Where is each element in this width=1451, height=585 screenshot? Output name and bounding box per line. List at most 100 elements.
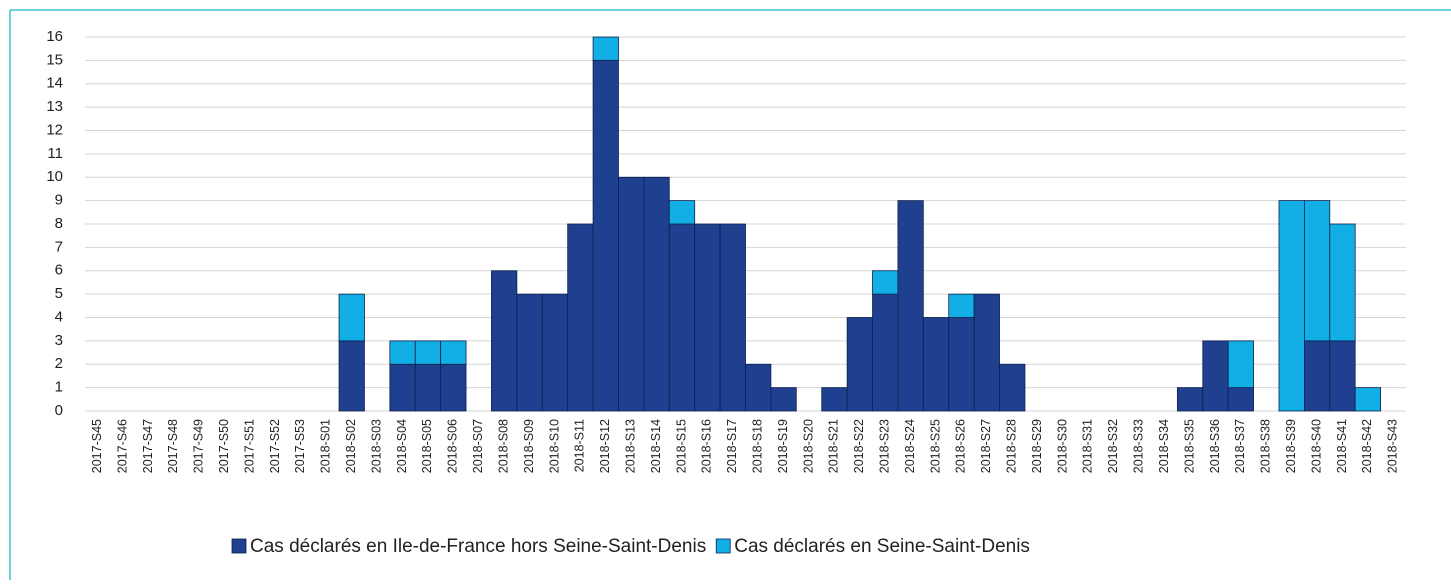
y-tick-label: 15 (46, 51, 63, 68)
y-tick-label: 1 (55, 379, 63, 396)
bar-segment (389, 340, 416, 365)
bar-segment (414, 363, 442, 412)
x-tick-label: 2017-S53 (293, 419, 307, 473)
bar-segment (948, 293, 975, 318)
bar-segment (1176, 387, 1204, 412)
y-tick-label: 9 (55, 192, 63, 209)
bar-segment (1329, 340, 1356, 412)
x-tick-label: 2018-S34 (1157, 419, 1171, 473)
y-tick-label: 4 (55, 308, 63, 325)
x-tick-label: 2018-S02 (344, 419, 358, 473)
x-tick-label: 2018-S14 (649, 419, 663, 473)
x-tick-label: 2018-S08 (496, 419, 510, 473)
bar-segment (1354, 387, 1381, 412)
x-tick-label: 2017-S45 (90, 419, 104, 473)
bar-segment (491, 270, 518, 412)
bar-segment (440, 340, 467, 365)
bar-segment (668, 223, 696, 412)
x-tick-label: 2018-S10 (547, 419, 561, 473)
x-tick-label: 2018-S40 (1309, 419, 1323, 473)
legend-label: Cas déclarés en Ile-de-France hors Seine… (250, 536, 706, 557)
x-tick-label: 2018-S39 (1284, 419, 1298, 473)
x-tick-label: 2018-S35 (1182, 419, 1196, 473)
bar-segment (1329, 223, 1356, 342)
bar-segment (694, 223, 721, 412)
y-tick-label: 13 (46, 98, 63, 115)
bar-segment (1303, 340, 1331, 412)
bar-segment (1227, 387, 1254, 412)
y-tick-label: 14 (46, 75, 63, 92)
x-tick-label: 2018-S15 (674, 419, 688, 473)
x-tick-label: 2018-S43 (1386, 419, 1400, 473)
y-tick-label: 12 (46, 121, 63, 138)
x-tick-label: 2018-S31 (1081, 419, 1095, 473)
bar-segment (872, 270, 899, 295)
x-tick-label: 2018-S28 (1005, 419, 1019, 473)
x-tick-label: 2018-S26 (954, 419, 968, 473)
y-tick-label: 0 (55, 402, 63, 419)
x-tick-label: 2018-S29 (1030, 419, 1044, 473)
x-tick-label: 2017-S50 (217, 419, 231, 473)
x-tick-label: 2018-S11 (573, 419, 587, 472)
x-tick-label: 2018-S25 (928, 419, 942, 473)
bar-segment (618, 176, 645, 412)
y-tick-label: 6 (55, 262, 63, 279)
bar-segment (1227, 340, 1254, 389)
x-tick-label: 2017-S46 (115, 419, 129, 473)
bar-segment (948, 317, 975, 412)
bar-segment (770, 387, 797, 412)
x-tick-label: 2018-S23 (878, 419, 892, 473)
bar-segment (567, 223, 594, 412)
legend-swatch (715, 538, 731, 554)
x-tick-label: 2018-S03 (369, 419, 383, 473)
bar-segment (846, 317, 873, 412)
x-tick-label: 2018-S17 (725, 419, 739, 473)
x-tick-label: 2018-S22 (852, 419, 866, 473)
x-tick-label: 2018-S13 (623, 419, 637, 473)
x-tick-label: 2018-S41 (1335, 419, 1349, 473)
x-tick-label: 2018-S07 (471, 419, 485, 473)
bar-segment (338, 293, 365, 342)
x-tick-label: 2018-S42 (1360, 419, 1374, 473)
bar-segment (1278, 200, 1305, 412)
x-tick-label: 2017-S48 (166, 419, 180, 473)
bar-segment (592, 36, 619, 61)
x-tick-label: 2018-S01 (319, 419, 333, 473)
y-tick-label: 11 (47, 145, 63, 162)
y-tick-label: 2 (55, 355, 63, 372)
x-tick-label: 2018-S06 (446, 419, 460, 473)
x-tick-label: 2018-S16 (700, 419, 714, 473)
x-tick-label: 2018-S18 (750, 419, 764, 473)
bar-segment (592, 59, 619, 412)
bar-segment (1202, 340, 1229, 412)
x-tick-label: 2018-S27 (979, 419, 993, 473)
bar-segment (821, 387, 848, 412)
bar-segment (643, 176, 670, 412)
y-tick-label: 5 (55, 285, 63, 302)
bar-segment (516, 293, 543, 412)
bar-segment (973, 293, 1000, 412)
bar-segment (414, 340, 442, 365)
bar-segment (1303, 200, 1331, 342)
x-tick-label: 2018-S21 (827, 419, 841, 473)
x-tick-label: 2017-S51 (242, 419, 256, 473)
y-tick-label: 16 (46, 28, 63, 45)
x-tick-label: 2018-S19 (776, 419, 790, 473)
bar-segment (338, 340, 365, 412)
legend-swatch (231, 538, 247, 554)
bar-segment (745, 363, 772, 412)
x-tick-label: 2018-S32 (1106, 419, 1120, 473)
x-tick-label: 2017-S47 (141, 419, 155, 473)
x-tick-label: 2018-S36 (1208, 419, 1222, 473)
y-tick-label: 3 (55, 332, 63, 349)
bar-segment (872, 293, 899, 412)
bar-segment (719, 223, 746, 412)
x-tick-label: 2018-S33 (1132, 419, 1146, 473)
x-tick-label: 2017-S52 (268, 419, 282, 473)
y-tick-label: 10 (46, 168, 63, 185)
bar-segment (440, 363, 467, 412)
bar-segment (541, 293, 569, 412)
y-tick-label: 7 (55, 238, 63, 255)
x-tick-label: 2018-S38 (1259, 419, 1273, 473)
